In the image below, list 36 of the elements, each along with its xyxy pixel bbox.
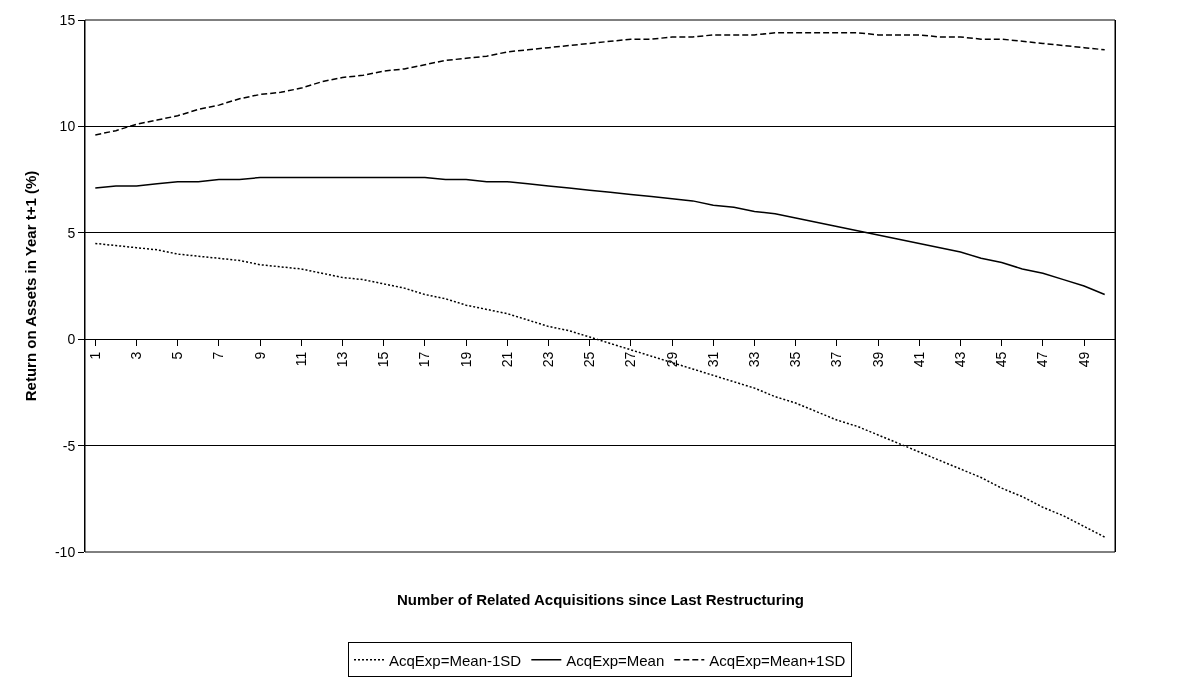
y-tick-label: 10 — [59, 118, 76, 135]
legend-label: AcqExp=Mean-1SD — [389, 651, 522, 669]
y-tick-label: 0 — [67, 331, 76, 348]
x-tick-label: 27 — [622, 351, 639, 368]
x-tick-label: 19 — [457, 351, 474, 368]
x-tick-label: 7 — [210, 351, 227, 360]
x-tick-label: 41 — [910, 351, 927, 368]
x-tick-label: 47 — [1034, 351, 1051, 368]
x-tick-label: 1 — [86, 351, 103, 360]
legend-label: AcqExp=Mean+1SD — [709, 651, 846, 669]
x-axis-title: Number of Related Acquisitions since Last Restructuring — [397, 591, 805, 608]
x-tick-label: 25 — [581, 351, 598, 368]
y-axis-title: Return on Assets in Year t+1 (%) — [22, 170, 40, 402]
x-tick-label: 11 — [292, 351, 309, 367]
y-tick-label: 15 — [59, 11, 76, 28]
y-tick-label: 5 — [67, 224, 76, 241]
x-tick-label: 3 — [128, 351, 145, 360]
x-tick-label: 35 — [787, 351, 804, 368]
x-tick-label: 45 — [993, 351, 1010, 368]
x-tick-label: 39 — [869, 351, 886, 368]
x-tick-label: 23 — [540, 351, 557, 368]
x-tick-label: 21 — [498, 351, 515, 368]
x-tick-label: 29 — [663, 351, 680, 368]
x-tick-label: 17 — [416, 351, 433, 368]
x-tick-label: 9 — [251, 351, 268, 360]
x-tick-label: 13 — [334, 351, 351, 368]
legend-label: AcqExp=Mean — [566, 651, 665, 669]
x-tick-label: 49 — [1075, 351, 1092, 368]
x-tick-label: 31 — [704, 351, 721, 368]
y-tick-label: -10 — [54, 543, 76, 560]
x-tick-label: 5 — [169, 351, 186, 360]
y-tick-label: -5 — [62, 437, 76, 454]
x-tick-label: 15 — [375, 351, 392, 368]
x-tick-label: 33 — [746, 351, 763, 368]
x-tick-label: 43 — [952, 351, 969, 368]
x-tick-label: 37 — [828, 351, 845, 368]
